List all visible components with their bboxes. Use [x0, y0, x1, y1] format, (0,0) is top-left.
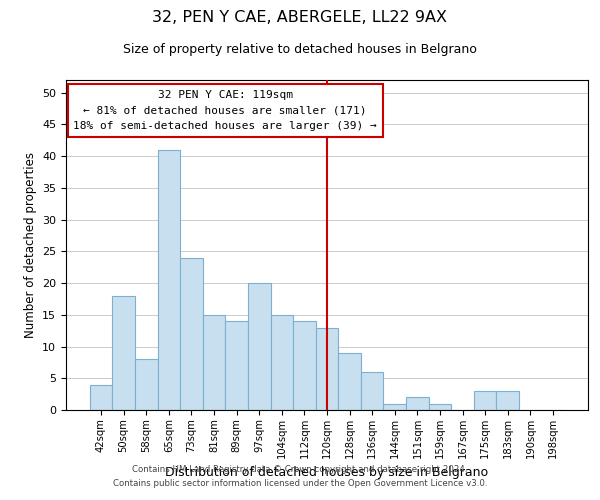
Bar [293, 321, 316, 410]
Text: 32, PEN Y CAE, ABERGELE, LL22 9AX: 32, PEN Y CAE, ABERGELE, LL22 9AX [152, 10, 448, 25]
Bar [112, 296, 135, 410]
Bar [158, 150, 180, 410]
Bar [180, 258, 203, 410]
Bar [271, 315, 293, 410]
Bar [316, 328, 338, 410]
Bar [406, 398, 428, 410]
Bar [496, 391, 519, 410]
Text: 32 PEN Y CAE: 119sqm
← 81% of detached houses are smaller (171)
18% of semi-deta: 32 PEN Y CAE: 119sqm ← 81% of detached h… [73, 90, 377, 131]
Bar [428, 404, 451, 410]
X-axis label: Distribution of detached houses by size in Belgrano: Distribution of detached houses by size … [166, 466, 488, 479]
Bar [90, 384, 112, 410]
Bar [474, 391, 496, 410]
Bar [203, 315, 226, 410]
Bar [135, 359, 158, 410]
Bar [226, 321, 248, 410]
Y-axis label: Number of detached properties: Number of detached properties [23, 152, 37, 338]
Text: Contains HM Land Registry data © Crown copyright and database right 2024.
Contai: Contains HM Land Registry data © Crown c… [113, 466, 487, 487]
Bar [361, 372, 383, 410]
Text: Size of property relative to detached houses in Belgrano: Size of property relative to detached ho… [123, 42, 477, 56]
Bar [338, 353, 361, 410]
Bar [248, 283, 271, 410]
Bar [383, 404, 406, 410]
